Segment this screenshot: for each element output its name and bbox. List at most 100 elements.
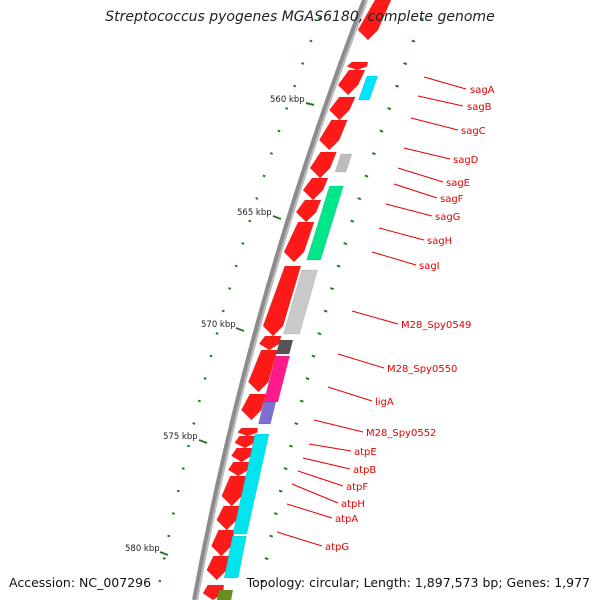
gene-labels: sagA sagB sagC sagD sagE sagF sagG sagH … xyxy=(276,76,495,553)
minor-tick-outer xyxy=(181,467,185,470)
minor-tick-inner xyxy=(311,354,316,358)
minor-tick-outer xyxy=(197,399,201,403)
svg-text:atpF: atpF xyxy=(346,482,368,493)
minor-tick-outer xyxy=(158,579,162,583)
minor-tick-inner xyxy=(278,489,283,493)
cds-forward-10 xyxy=(262,265,302,337)
cds-forward-11 xyxy=(258,335,282,351)
minor-tick-inner xyxy=(264,557,269,561)
scale-label-560: 560 kbp xyxy=(270,95,305,105)
feature-ligA xyxy=(258,401,277,425)
cds-forward-20 xyxy=(211,529,235,557)
scale-label-565: 565 kbp xyxy=(237,208,272,218)
minor-tick-outer xyxy=(228,287,232,290)
svg-text:M28_Spy0549: M28_Spy0549 xyxy=(401,320,471,331)
feature-atpG xyxy=(223,535,247,579)
genome-backbone xyxy=(192,0,368,600)
feature-sagB xyxy=(357,75,379,101)
cds-forward-13 xyxy=(241,393,267,421)
svg-text:sagD: sagD xyxy=(453,155,479,166)
minor-tick-inner xyxy=(317,332,322,336)
minor-tick-inner xyxy=(350,219,355,223)
svg-text:M28_Spy0552: M28_Spy0552 xyxy=(366,428,436,439)
svg-text:sagE: sagE xyxy=(446,178,470,189)
minor-tick-outer xyxy=(255,197,259,200)
gene-label-atpB: atpB xyxy=(302,457,376,476)
scale-tick-570: 570 kbp xyxy=(201,320,245,332)
scale-label-575: 575 kbp xyxy=(163,432,198,442)
gene-label-sagI: sagI xyxy=(371,251,440,272)
svg-text:sagF: sagF xyxy=(440,194,464,205)
cds-forward-7 xyxy=(302,177,329,201)
gene-label-atpA: atpA xyxy=(286,503,358,525)
minor-tick-inner xyxy=(299,399,304,403)
svg-text:atpE: atpE xyxy=(354,447,377,458)
minor-tick-inner xyxy=(305,377,310,381)
minor-tick-outer xyxy=(234,264,238,268)
minor-tick-inner xyxy=(294,422,299,426)
svg-text:sagG: sagG xyxy=(435,212,460,223)
minor-tick-inner xyxy=(419,17,424,21)
minor-tick-outer xyxy=(293,84,297,88)
svg-text:atpB: atpB xyxy=(353,465,376,476)
minor-tick-outer xyxy=(221,309,225,313)
feature-bottom xyxy=(216,589,234,600)
cds-forward-17 xyxy=(227,461,250,477)
svg-text:M28_Spy0550: M28_Spy0550 xyxy=(387,364,457,375)
minor-tick-outer xyxy=(171,512,175,515)
minor-tick-inner xyxy=(411,39,416,43)
svg-text:sagI: sagI xyxy=(419,261,440,272)
minor-tick-outer xyxy=(285,107,289,110)
minor-tick-inner xyxy=(379,129,384,133)
minor-tick-outer xyxy=(262,174,266,178)
minor-tick-outer xyxy=(301,62,305,65)
cds-forward-8 xyxy=(295,199,322,223)
feature-M28_Spy0549 xyxy=(283,269,318,335)
svg-text:atpH: atpH xyxy=(341,499,365,510)
minor-tick-inner xyxy=(364,174,369,178)
minor-tick-outer xyxy=(269,152,274,155)
gene-label-M28_Spy0550: M28_Spy0550 xyxy=(337,353,457,375)
minor-tick-inner xyxy=(336,264,341,268)
minor-tick-outer xyxy=(186,444,191,448)
minor-tick-inner xyxy=(288,444,293,448)
cds-forward-6 xyxy=(309,151,337,179)
cds-forward-9 xyxy=(283,221,315,263)
gene-label-atpG: atpG xyxy=(276,531,349,553)
gene-label-sagG: sagG xyxy=(385,203,460,223)
gene-label-sagH: sagH xyxy=(378,227,452,247)
minor-tick-outer xyxy=(176,489,180,493)
minor-tick-inner xyxy=(387,107,392,111)
minor-tick-inner xyxy=(330,287,334,291)
cds-forward-12 xyxy=(248,349,278,393)
minor-tick-outer xyxy=(215,332,219,335)
minor-tick-inner xyxy=(371,152,376,156)
feature-sagG xyxy=(306,185,344,261)
gene-label-sagA: sagA xyxy=(423,76,495,96)
minor-tick-outer xyxy=(309,39,313,43)
svg-text:sagA: sagA xyxy=(470,85,495,96)
gene-label-ligA: ligA xyxy=(327,386,394,408)
minor-tick-outer xyxy=(203,377,207,380)
minor-tick-inner xyxy=(395,84,399,88)
minor-tick-inner xyxy=(343,242,348,246)
minor-tick-inner xyxy=(273,512,278,516)
scale-tick-565: 565 kbp xyxy=(237,208,282,220)
scale-label-580: 580 kbp xyxy=(125,544,160,554)
feature-track xyxy=(202,0,392,600)
minor-tick-inner xyxy=(323,309,328,313)
cds-forward-2 xyxy=(346,61,369,71)
cds-forward-15 xyxy=(234,435,256,449)
feature-atp xyxy=(232,433,270,535)
scale-track: 560 kbp 565 kbp 570 kbp 575 kbp 580 kbp xyxy=(125,17,424,583)
minor-tick-inner xyxy=(260,579,265,583)
map-title: Streptococcus pyogenes MGAS6180, complet… xyxy=(105,9,495,25)
cds-forward-21 xyxy=(206,555,230,581)
minor-tick-outer xyxy=(241,242,245,245)
minor-tick-outer xyxy=(192,422,196,425)
minor-tick-inner xyxy=(269,534,274,538)
scale-label-570: 570 kbp xyxy=(201,320,236,330)
svg-text:atpG: atpG xyxy=(325,542,349,553)
scale-tick-580: 580 kbp xyxy=(125,544,169,556)
